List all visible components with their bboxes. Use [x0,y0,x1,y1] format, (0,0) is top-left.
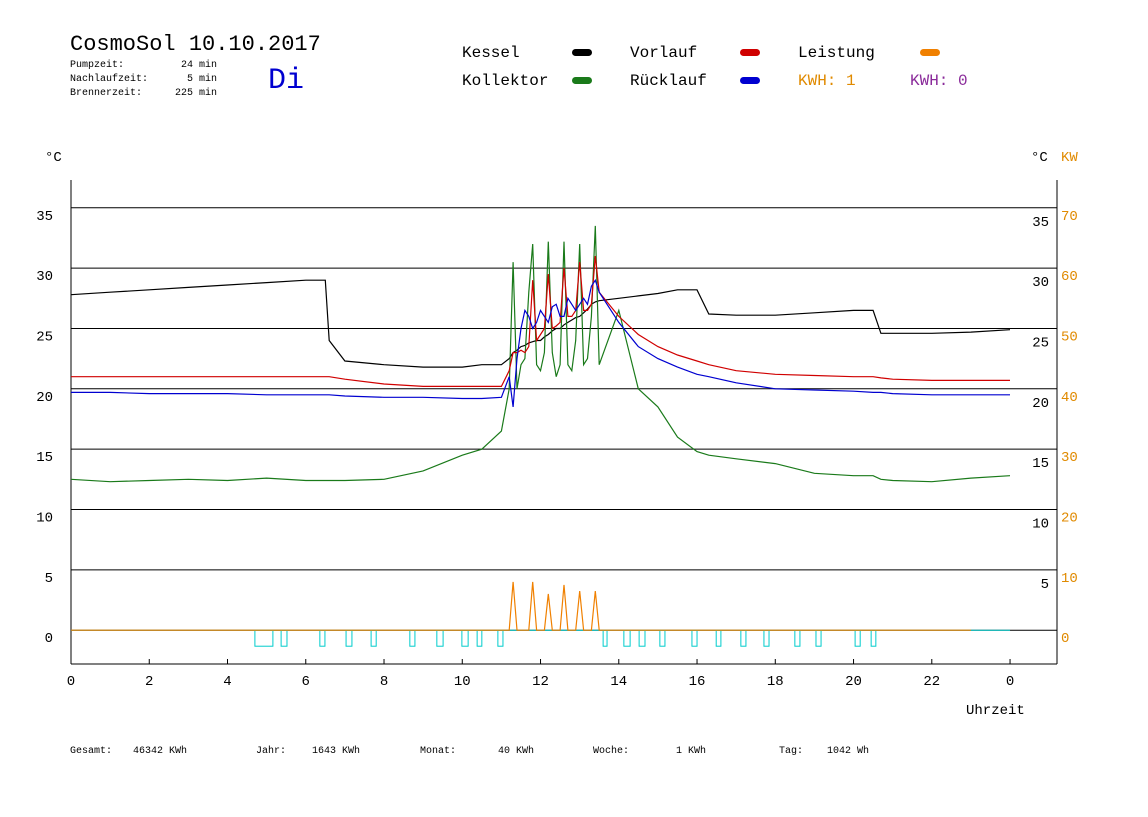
footer-value: 40 KWh [498,745,534,757]
footer-value: 1643 KWh [312,745,360,757]
pump-interval [497,629,504,647]
legend-label: Vorlauf [630,44,697,62]
legend-swatch [572,77,592,84]
stat-value: 225 min [175,87,217,99]
y2-tick-label: 20 [1061,511,1078,527]
legend-label: Kessel [462,44,520,62]
y2-tick-label: 50 [1061,329,1078,345]
y-tick-label-right: 30 [1032,275,1049,291]
stat-label: Brennerzeit: [70,87,142,99]
legend-swatch [572,49,592,56]
pump-interval [740,629,747,647]
footer-label: Jahr: [256,745,286,757]
series-line [71,255,1010,387]
pump-interval [436,629,444,647]
y-tick-label: 10 [36,511,53,527]
y2-tick-label: 70 [1061,209,1078,225]
y2-tick-label: 0 [1061,631,1069,647]
legend-swatch [920,49,940,56]
footer-label: Monat: [420,746,456,757]
y-tick-label-right: 15 [1032,456,1049,472]
kwh-label: KWH: 1 [798,72,856,90]
y-tick-label: 25 [36,329,53,345]
y2-tick-label: 10 [1061,571,1078,587]
pump-interval [870,629,877,647]
pump-interval [254,629,274,647]
y2-tick-label: 60 [1061,269,1078,285]
y-axis-label: °C [45,150,62,166]
pump-interval [461,629,469,647]
series-line [70,279,1011,368]
y-tick-label: 5 [45,571,53,587]
title: CosmoSol 10.10.2017 [70,32,321,57]
series-line [71,278,1010,407]
stat-value: 5 min [187,73,217,85]
pump-interval [370,629,377,647]
footer-label: Gesamt: [70,746,112,757]
legend-label: Leistung [798,44,875,62]
legend-label: Kollektor [462,72,548,90]
y2-unit: KW [1061,150,1078,166]
x-tick-label: 14 [610,674,627,690]
legend-swatch [740,77,760,84]
pump-interval [854,629,861,647]
x-tick-label: 8 [380,674,388,690]
pump-interval [715,629,722,647]
x-tick-label: 2 [145,674,153,690]
y-tick-label: 35 [36,209,53,225]
y-tick-label: 15 [36,450,53,466]
y-tick-label-right: 35 [1032,215,1049,231]
x-tick-label: 0 [1006,674,1014,690]
pump-interval [280,629,288,647]
stat-value: 24 min [181,59,217,71]
y-tick-label-right: 10 [1032,517,1049,533]
legend-swatch [740,49,760,56]
pump-interval [476,629,483,647]
pump-interval [815,629,822,647]
y2-axis-label: °C [1031,150,1048,166]
footer-value: 46342 KWh [133,745,187,757]
pump-interval [794,629,801,647]
stat-label: Nachlaufzeit: [70,73,148,85]
x-tick-label: 4 [223,674,231,690]
pump-interval [409,629,416,647]
footer-value: 1042 Wh [827,745,869,757]
series-line [70,225,1011,483]
y-tick-label-right: 25 [1032,335,1049,351]
pump-interval [763,629,770,647]
x-tick-label: 6 [302,674,310,690]
y-tick-label-right: 5 [1041,577,1049,593]
pump-interval [602,629,608,647]
pump-interval [659,629,666,647]
x-tick-label: 12 [532,674,549,690]
footer-label: Woche: [593,745,629,757]
x-tick-label: 20 [845,674,862,690]
kwh-label: KWH: 0 [910,72,968,90]
x-tick-label: 18 [767,674,784,690]
pump-interval [623,629,631,647]
weekday: Di [268,64,304,98]
x-tick-label: 16 [689,674,706,690]
pump-interval [345,629,353,647]
x-tick-label: 0 [67,674,75,690]
y-tick-label: 20 [36,390,53,406]
pump-interval [638,629,646,647]
x-tick-label: 22 [923,674,940,690]
pump-interval [691,629,698,647]
pump-interval [319,629,326,647]
legend-label: Rücklauf [630,72,707,90]
x-axis-label: Uhrzeit [966,703,1025,719]
stat-label: Pumpzeit: [70,59,124,71]
y2-tick-label: 30 [1061,450,1078,466]
y-tick-label: 0 [45,631,53,647]
y2-tick-label: 40 [1061,390,1078,406]
y-tick-label-right: 20 [1032,396,1049,412]
footer-label: Tag: [779,746,803,757]
x-tick-label: 10 [454,674,471,690]
y-tick-label: 30 [36,269,53,285]
footer-value: 1 KWh [676,745,706,757]
series-line [71,581,971,631]
